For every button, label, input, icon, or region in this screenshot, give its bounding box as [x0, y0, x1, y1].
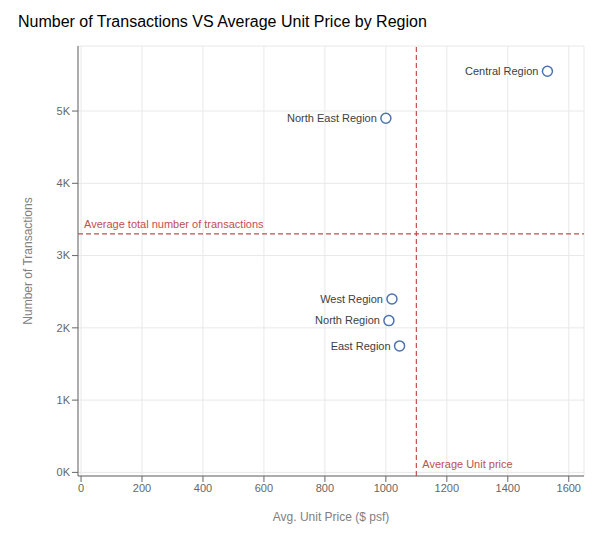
svg-text:400: 400	[194, 482, 212, 494]
svg-text:Average total number of transa: Average total number of transactions	[84, 218, 264, 230]
svg-text:800: 800	[316, 482, 334, 494]
svg-text:1600: 1600	[557, 482, 581, 494]
svg-text:1400: 1400	[496, 482, 520, 494]
svg-text:North Region: North Region	[315, 314, 380, 326]
svg-text:0: 0	[78, 482, 84, 494]
svg-text:Avg. Unit Price ($ psf): Avg. Unit Price ($ psf)	[273, 510, 389, 524]
svg-text:1K: 1K	[57, 394, 71, 406]
svg-text:Number of Transactions: Number of Transactions	[21, 197, 35, 324]
svg-text:0K: 0K	[57, 466, 71, 478]
svg-text:Average Unit price: Average Unit price	[422, 458, 512, 470]
svg-text:West Region: West Region	[320, 293, 383, 305]
svg-text:1200: 1200	[435, 482, 459, 494]
svg-text:Central Region: Central Region	[465, 65, 538, 77]
svg-text:North East Region: North East Region	[287, 112, 377, 124]
svg-text:5K: 5K	[57, 105, 71, 117]
svg-text:600: 600	[255, 482, 273, 494]
svg-text:200: 200	[133, 482, 151, 494]
svg-text:3K: 3K	[57, 249, 71, 261]
svg-text:1000: 1000	[374, 482, 398, 494]
html-text:Number of Transactions VS Aver: Number of Transactions VS Average Unit P…	[18, 13, 427, 30]
svg-text:4K: 4K	[57, 177, 71, 189]
svg-text:2K: 2K	[57, 322, 71, 334]
svg-text:East Region: East Region	[331, 340, 391, 352]
